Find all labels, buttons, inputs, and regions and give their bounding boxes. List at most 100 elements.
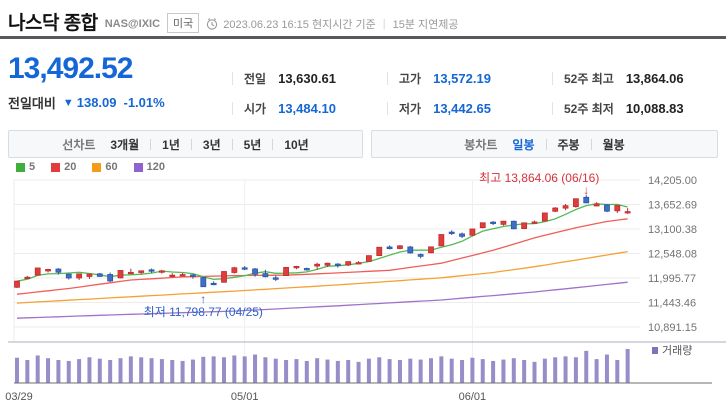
volume-bar: [615, 360, 620, 383]
volume-bar: [625, 349, 630, 383]
volume-bar: [418, 359, 423, 383]
x-axis-label: 06/01: [459, 391, 487, 403]
volume-bar: [149, 358, 154, 383]
low-annotation: 최저 11,798.77 (04/25): [144, 305, 263, 319]
change-percent: -1.01%: [123, 95, 165, 110]
up-candle: [355, 262, 362, 265]
section-divider: [0, 36, 726, 39]
x-axis-label: 03/29: [5, 391, 33, 403]
down-candle: [55, 268, 62, 273]
volume-bar: [563, 356, 568, 383]
ma5-legend: 5: [16, 161, 35, 173]
option-weekly[interactable]: 주봉: [557, 137, 580, 152]
change-label: 전일대비: [8, 96, 56, 111]
y-axis-label: 10,891.15: [648, 322, 697, 334]
down-candle: [65, 273, 72, 279]
volume-bar: [180, 360, 185, 383]
stat-low: 저가 13,442.65: [387, 93, 552, 123]
volume-bar: [139, 357, 144, 383]
y-axis-label: 13,652.69: [648, 200, 697, 212]
option-10year[interactable]: 10년: [284, 137, 309, 152]
annotations: 최고 13,864.06 (06/16)↓ ↑최저 11,798.77 (04/2…: [144, 171, 600, 319]
up-candle: [14, 280, 20, 288]
volume-bar: [511, 358, 516, 383]
up-candle: [283, 266, 290, 276]
volume-bars: [15, 349, 630, 383]
volume-bar: [273, 358, 278, 383]
chart-area: 14,205.00 13,652.69 13,100.38 12,548.08 11,9…: [0, 170, 726, 411]
volume-bar: [366, 358, 371, 383]
down-candle: [407, 246, 414, 254]
up-candle: [24, 276, 31, 280]
volume-bar: [66, 360, 71, 383]
ma120-swatch: [133, 162, 143, 172]
volume-bar: [604, 354, 609, 383]
down-arrow-icon: ▼: [62, 96, 74, 109]
volume-bar: [356, 361, 361, 383]
ma120-line: [16, 281, 628, 319]
down-candle: [510, 220, 517, 230]
up-candle: [117, 270, 124, 279]
x-axis-labels: 03/29 05/01 06/01: [5, 391, 486, 403]
up-candle: [158, 270, 165, 273]
header: 나스닥 종합 NAS@IXIC 미국 2023.06.23 16:15 현지시간…: [8, 8, 459, 35]
low-arrow-icon: ↑: [200, 292, 206, 306]
up-candle: [365, 255, 372, 262]
option-5year[interactable]: 5년: [243, 137, 262, 152]
high-annotation: 최고 13,864.06 (06/16): [479, 171, 599, 185]
ma60-swatch: [92, 162, 102, 172]
volume-bar: [325, 359, 330, 383]
option-daily[interactable]: 일봉: [512, 137, 535, 152]
up-candle: [562, 205, 569, 209]
high-arrow-icon: ↓: [583, 183, 589, 197]
header-divider: |: [382, 17, 386, 30]
option-1year[interactable]: 1년: [162, 137, 180, 152]
ma-legend: 5 20 60 120: [16, 161, 165, 173]
up-candle: [397, 245, 403, 249]
down-candle: [386, 246, 393, 250]
volume-bar: [346, 360, 351, 383]
down-candle: [604, 204, 610, 212]
volume-bar: [211, 356, 216, 383]
country-badge: 미국: [167, 13, 200, 33]
up-candle: [541, 212, 548, 222]
volume-bar: [25, 360, 30, 383]
stat-high: 고가 13,572.19: [387, 63, 552, 93]
volume-bar: [56, 360, 61, 383]
ma5-line: [16, 203, 628, 282]
option-3year[interactable]: 3년: [202, 137, 221, 152]
volume-legend: 거래량: [652, 344, 692, 357]
up-candle: [324, 262, 331, 266]
up-candle: [438, 234, 445, 247]
delay-notice: 15분 지연제공: [392, 18, 459, 31]
up-candle: [614, 205, 621, 212]
up-candle: [86, 273, 93, 277]
down-candle: [490, 221, 497, 224]
ma120-legend: 120: [133, 161, 165, 173]
volume-bar: [15, 357, 19, 383]
up-candle: [34, 267, 41, 276]
volume-bar: [439, 356, 444, 383]
volume-bar: [532, 361, 537, 383]
up-candle: [293, 266, 300, 269]
volume-bar: [304, 360, 309, 383]
volume-bar: [542, 358, 547, 383]
current-price: 13,492.52: [8, 52, 133, 85]
option-3month[interactable]: 3개월: [110, 137, 140, 152]
up-candle: [521, 222, 528, 229]
up-candle: [179, 274, 186, 277]
volume-bar: [522, 360, 527, 383]
up-candle: [345, 261, 352, 266]
volume-bar: [594, 359, 599, 383]
volume-bar: [201, 356, 206, 383]
option-monthly[interactable]: 월봉: [602, 137, 625, 152]
price-change-row: 전일대비 ▼ 138.09 -1.01%: [8, 93, 165, 112]
clock-icon: [207, 17, 218, 30]
up-candle: [314, 263, 321, 267]
up-candle: [624, 211, 631, 214]
volume-bar: [232, 355, 237, 383]
volume-legend-label: 거래량: [662, 344, 692, 357]
y-axis-label: 12,548.08: [648, 248, 697, 260]
change-value: 138.09: [76, 95, 117, 110]
